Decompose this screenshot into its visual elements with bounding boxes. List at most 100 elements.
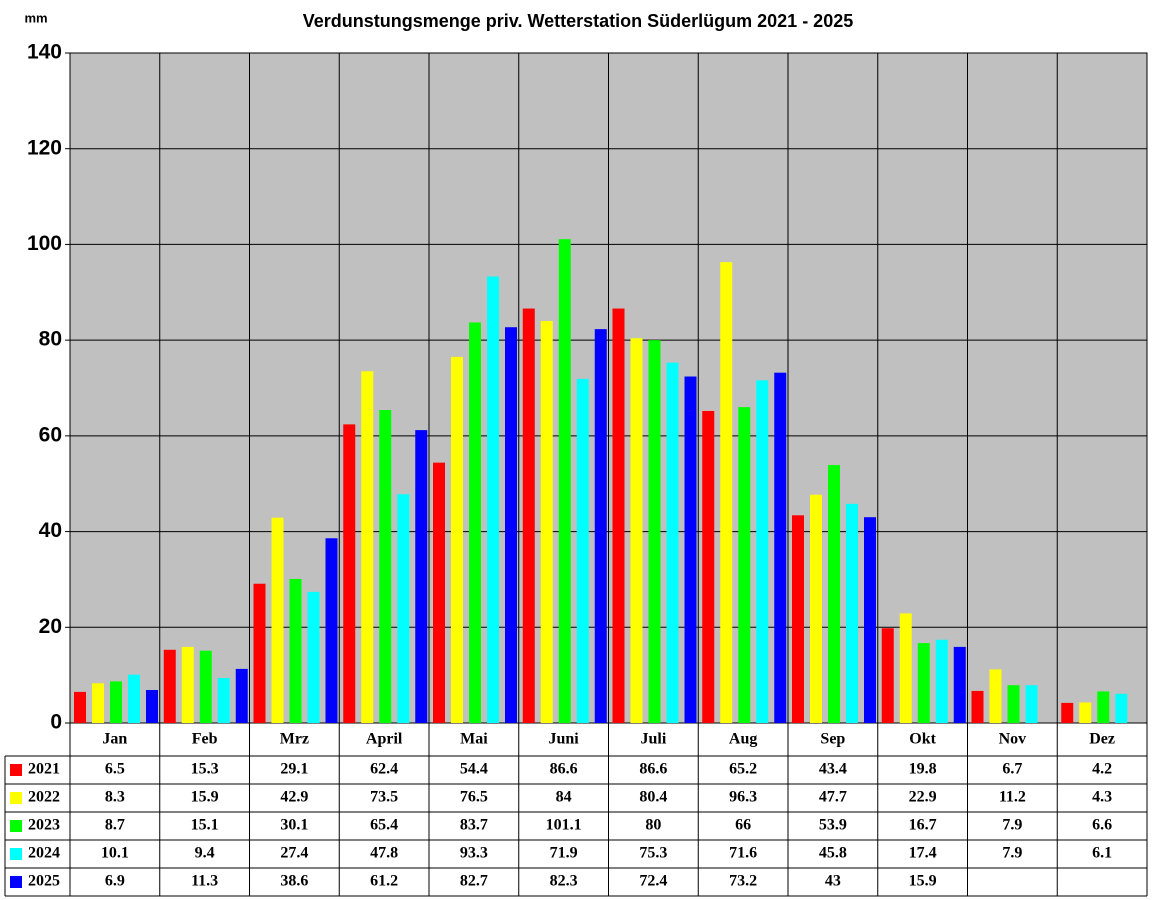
bar — [307, 591, 320, 723]
table-cell: 71.6 — [729, 845, 757, 862]
table-cell: 4.2 — [1092, 761, 1112, 778]
bar — [522, 308, 535, 723]
bar — [756, 380, 769, 723]
legend-label: 2021 — [28, 761, 60, 778]
x-tick-label: Sep — [820, 731, 845, 748]
table-cell: 61.2 — [370, 873, 398, 890]
bar — [487, 276, 499, 723]
bar — [1115, 693, 1128, 723]
table-cell: 47.7 — [819, 789, 847, 806]
legend-swatch — [10, 848, 22, 860]
table-cell: 54.4 — [460, 761, 488, 778]
table-cell: 82.7 — [460, 873, 488, 890]
table-cell: 83.7 — [460, 817, 488, 834]
bar — [433, 462, 445, 723]
y-tick-label: 120 — [27, 136, 62, 159]
table-cell: 7.9 — [1002, 817, 1022, 834]
bar — [199, 650, 212, 723]
x-tick-label: April — [366, 731, 403, 748]
legend-label: 2023 — [28, 817, 60, 834]
table-cell: 86.6 — [550, 761, 578, 778]
x-tick-label: Okt — [909, 731, 936, 748]
x-tick-label: Mrz — [280, 731, 309, 748]
table-cell: 6.9 — [105, 873, 125, 890]
bar — [666, 362, 679, 723]
bar — [146, 689, 158, 723]
bar — [1097, 691, 1110, 723]
bar — [846, 503, 858, 723]
y-tick-label: 20 — [39, 615, 62, 638]
bar — [1007, 685, 1020, 723]
table-cell: 11.3 — [191, 873, 218, 890]
table-cell: 86.6 — [639, 761, 667, 778]
table-cell: 80.4 — [639, 789, 667, 806]
bar — [74, 691, 86, 723]
bar — [92, 683, 104, 723]
y-tick-label: 0 — [50, 711, 62, 734]
bar — [953, 646, 966, 723]
table-cell: 15.9 — [191, 789, 219, 806]
bar — [720, 262, 733, 723]
table-cell: 43.4 — [819, 761, 847, 778]
table-cell: 6.7 — [1002, 761, 1022, 778]
bar — [128, 674, 140, 723]
table-cell: 4.3 — [1092, 789, 1112, 806]
bar — [630, 338, 643, 723]
table-cell: 96.3 — [729, 789, 757, 806]
legend-swatch — [10, 764, 22, 776]
bar — [594, 329, 607, 723]
table-cell: 15.1 — [191, 817, 219, 834]
bar — [163, 649, 176, 723]
y-tick-label: 100 — [27, 232, 62, 255]
table-cell: 101.1 — [546, 817, 582, 834]
y-axis-label: mm — [24, 10, 47, 25]
y-tick-label: 80 — [39, 328, 62, 351]
bar — [325, 538, 338, 723]
x-tick-label: Feb — [192, 731, 218, 748]
bar — [1061, 702, 1074, 723]
table-cell: 75.3 — [639, 845, 667, 862]
table-cell: 8.7 — [105, 817, 125, 834]
table-cell: 80 — [645, 817, 661, 834]
table-cell: 76.5 — [460, 789, 488, 806]
table-cell: 27.4 — [280, 845, 308, 862]
x-tick-label: Jan — [102, 731, 127, 748]
bar — [397, 494, 410, 723]
table-cell: 6.5 — [105, 761, 125, 778]
bar — [881, 628, 894, 723]
table-cell: 30.1 — [280, 817, 308, 834]
table-cell: 10.1 — [101, 845, 129, 862]
bar — [864, 517, 876, 723]
bar — [828, 465, 840, 723]
table-cell: 6.1 — [1092, 845, 1112, 862]
x-tick-label: Juni — [549, 731, 580, 748]
table-cell: 38.6 — [280, 873, 308, 890]
bar — [684, 376, 697, 723]
bar — [451, 356, 463, 723]
bar — [540, 321, 553, 723]
bar — [289, 578, 302, 723]
table-cell: 73.5 — [370, 789, 398, 806]
table-cell: 19.8 — [909, 761, 937, 778]
table-cell: 82.3 — [550, 873, 578, 890]
bar — [1025, 685, 1038, 723]
table-cell: 73.2 — [729, 873, 757, 890]
table-cell: 8.3 — [105, 789, 125, 806]
bar — [935, 639, 948, 723]
table-cell: 7.9 — [1002, 845, 1022, 862]
legend-swatch — [10, 876, 22, 888]
table-cell: 15.3 — [191, 761, 219, 778]
table-cell: 6.6 — [1092, 817, 1112, 834]
bar — [235, 668, 248, 723]
legend-label: 2025 — [28, 873, 60, 890]
bar — [271, 517, 284, 723]
x-tick-label: Dez — [1089, 731, 1115, 748]
table-cell: 9.4 — [195, 845, 215, 862]
chart-title: Verdunstungsmenge priv. Wetterstation Sü… — [303, 11, 853, 31]
legend-swatch — [10, 792, 22, 804]
table-cell: 71.9 — [550, 845, 578, 862]
table-cell: 16.7 — [909, 817, 937, 834]
bar — [702, 410, 715, 723]
bar — [1079, 702, 1092, 723]
bar — [343, 424, 356, 723]
